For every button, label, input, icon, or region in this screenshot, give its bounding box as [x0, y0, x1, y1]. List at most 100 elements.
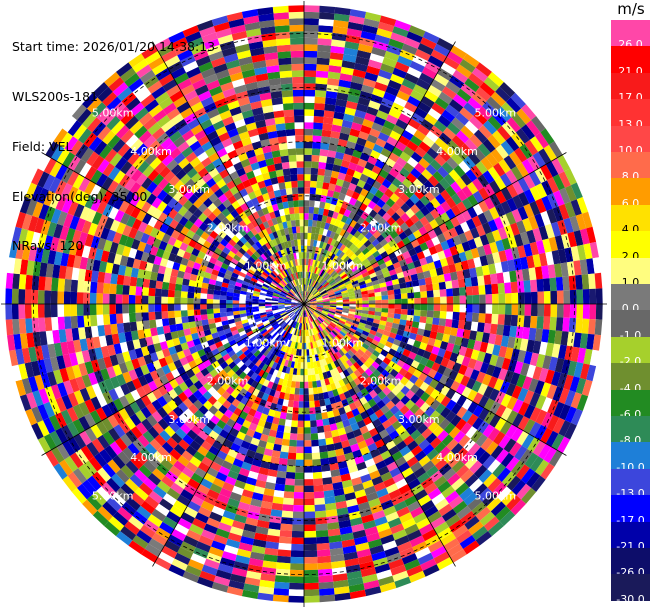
- ppi-cell: [87, 117, 102, 133]
- ppi-cell: [240, 440, 251, 450]
- ppi-cell: [304, 135, 313, 142]
- ppi-cell: [372, 250, 381, 258]
- ppi-cell: [282, 345, 288, 353]
- ppi-cell: [329, 177, 338, 185]
- ppi-cell: [333, 442, 343, 451]
- ppi-cell: [368, 307, 376, 312]
- ppi-cell: [18, 363, 28, 380]
- ppi-cell: [357, 251, 365, 260]
- ppi-cell: [517, 349, 527, 363]
- ppi-cell: [287, 292, 294, 297]
- ppi-cell: [410, 506, 425, 519]
- ppi-cell: [46, 371, 57, 387]
- ppi-cell: [415, 398, 426, 409]
- ppi-cell: [392, 472, 405, 484]
- ppi-cell: [155, 318, 163, 328]
- ppi-cell: [501, 357, 511, 371]
- ppi-cell: [460, 173, 473, 186]
- ppi-cell: [354, 271, 362, 278]
- ppi-cell: [528, 378, 539, 393]
- ppi-cell: [84, 399, 96, 414]
- ppi-cell: [433, 310, 441, 319]
- ppi-cell: [383, 91, 397, 103]
- ppi-cell: [399, 193, 410, 203]
- ppi-cell: [168, 252, 177, 262]
- ppi-cell: [102, 431, 115, 446]
- ppi-cell: [255, 382, 263, 391]
- ppi-cell: [340, 253, 348, 261]
- ppi-cell: [342, 275, 349, 282]
- ppi-cell: [200, 367, 210, 377]
- ppi-cell: [322, 228, 329, 237]
- ppi-cell: [250, 325, 258, 331]
- ppi-cell: [253, 349, 261, 358]
- ppi-cell: [291, 288, 296, 295]
- ppi-cell: [421, 528, 438, 542]
- ppi-cell: [113, 170, 126, 184]
- ppi-cell: [15, 243, 25, 260]
- ppi-cell: [357, 366, 365, 375]
- ppi-cell: [328, 143, 338, 152]
- ppi-cell: [383, 505, 397, 517]
- ppi-cell: [355, 304, 363, 308]
- ppi-cell: [279, 281, 286, 287]
- ppi-cell: [348, 388, 356, 397]
- ppi-cell: [230, 464, 242, 474]
- ppi-cell: [372, 230, 382, 239]
- ppi-cell: [34, 374, 45, 391]
- ppi-cell: [321, 215, 328, 223]
- ppi-cell: [101, 111, 116, 126]
- ppi-cell: [226, 377, 235, 386]
- ppi-cell: [381, 203, 391, 213]
- ppi-cell: [363, 327, 371, 333]
- ppi-cell: [320, 221, 326, 229]
- ppi-cell: [328, 294, 336, 298]
- ppi-cell: [326, 334, 333, 341]
- ppi-cell: [140, 500, 156, 515]
- ppi-cell: [222, 246, 231, 255]
- ppi-cell: [76, 108, 92, 125]
- ppi-cell: [291, 420, 298, 428]
- ppi-cell: [341, 290, 348, 294]
- ppi-cell: [167, 208, 178, 220]
- ppi-cell: [290, 361, 295, 369]
- ppi-cell: [345, 498, 358, 508]
- ppi-cell: [246, 291, 254, 296]
- ppi-cell: [80, 445, 94, 461]
- ppi-cell: [280, 385, 287, 393]
- ppi-cell: [415, 265, 424, 274]
- ppi-cell: [261, 285, 269, 290]
- ppi-cell: [231, 567, 248, 578]
- ppi-cell: [205, 451, 217, 462]
- ppi-cell: [21, 213, 33, 231]
- ppi-cell: [44, 290, 52, 304]
- ppi-cell: [149, 227, 160, 238]
- ppi-cell: [76, 292, 84, 304]
- ppi-cell: [207, 395, 218, 406]
- ppi-cell: [323, 116, 334, 125]
- ppi-cell: [341, 159, 351, 169]
- ppi-cell: [188, 345, 198, 355]
- ppi-cell: [371, 195, 381, 205]
- ppi-cell: [252, 298, 259, 302]
- ppi-cell: [253, 330, 261, 336]
- ppi-cell: [478, 187, 490, 201]
- ppi-cell: [293, 295, 300, 300]
- ppi-cell: [194, 343, 204, 352]
- ppi-cell: [468, 442, 481, 457]
- ppi-cell: [441, 434, 454, 447]
- ppi-cell: [403, 451, 415, 462]
- ppi-cell: [255, 526, 269, 535]
- ppi-cell: [28, 215, 39, 232]
- ppi-cell: [542, 278, 551, 292]
- ppi-cell: [478, 469, 493, 484]
- ppi-cell: [381, 312, 388, 318]
- ppi-cell: [338, 192, 346, 201]
- ppi-cell: [226, 335, 235, 343]
- ppi-cell: [130, 330, 139, 341]
- ppi-cell: [282, 432, 291, 440]
- ppi-cell: [286, 406, 294, 414]
- ppi-cell: [378, 277, 386, 284]
- ppi-cell: [291, 374, 297, 382]
- ppi-cell: [78, 128, 93, 144]
